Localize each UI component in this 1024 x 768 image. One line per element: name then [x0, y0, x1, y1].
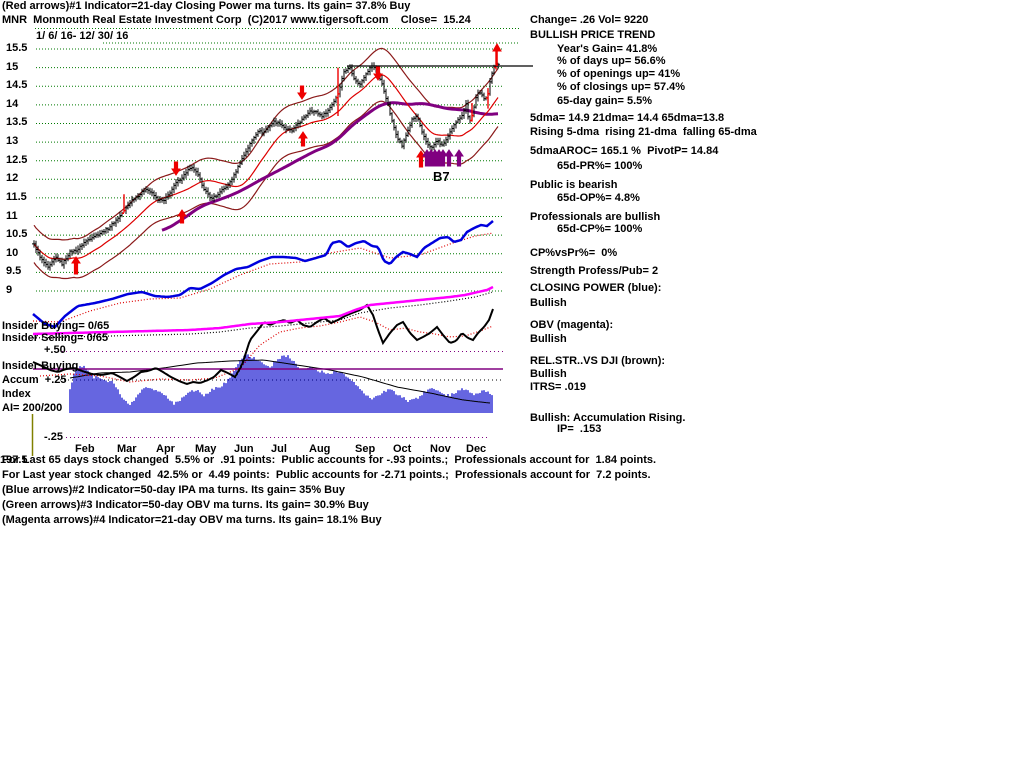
- left-pane-label: AI= 200/200: [2, 402, 63, 414]
- price-axis-label: 9: [6, 283, 13, 296]
- right-panel-line: 65d-PR%= 100%: [557, 160, 643, 172]
- left-pane-label: -.25: [44, 431, 63, 443]
- left-pane-label: Insider Buying: [2, 360, 79, 372]
- right-panel-line: Rising 5-dma rising 21-dma falling 65-dm…: [530, 126, 757, 138]
- price-axis-label: 12.5: [6, 153, 28, 166]
- right-panel-line: ITRS= .019: [530, 381, 586, 393]
- right-panel-line: 65-day gain= 5.5%: [557, 95, 653, 107]
- right-panel-line: 5dmaAROC= 165.1 % PivotP= 14.84: [530, 145, 719, 157]
- price-axis-label: 13: [6, 135, 19, 148]
- b7-signal-label: B7: [433, 169, 450, 184]
- price-axis-label: 15: [6, 60, 19, 73]
- price-axis-label: 10.5: [6, 228, 28, 241]
- month-label: Jun: [234, 443, 254, 455]
- price-axis-label: 11: [6, 209, 18, 222]
- left-pane-label: Accum +.25: [2, 374, 67, 386]
- chart-title: MNR Monmouth Real Estate Investment Corp…: [2, 14, 471, 26]
- right-panel-line: 5dma= 14.9 21dma= 14.4 65dma=13.8: [530, 112, 725, 124]
- right-panel-line: % of closings up= 57.4%: [557, 81, 686, 93]
- right-panel-line: CP%vsPr%= 0%: [530, 247, 618, 259]
- right-panel-line: % of openings up= 41%: [557, 68, 681, 80]
- left-pane-label: +.50: [44, 344, 66, 356]
- right-panel-line: CLOSING POWER (blue):: [530, 282, 662, 294]
- price-axis-label: 15.5: [6, 42, 28, 54]
- month-label: Dec: [466, 443, 487, 455]
- month-label: Apr: [156, 443, 175, 455]
- right-panel-line: Bullish: Accumulation Rising.: [530, 412, 686, 424]
- right-panel-line: BULLISH PRICE TREND: [530, 29, 656, 41]
- footer-line: For Last year stock changed 42.5% or 4.4…: [2, 469, 651, 481]
- right-panel-line: Change= .26 Vol= 9220: [530, 14, 649, 26]
- month-label: Oct: [393, 443, 412, 455]
- price-axis-label: 14.5: [6, 79, 28, 92]
- right-panel-line: Strength Profess/Pub= 2: [530, 265, 659, 277]
- footer-line: (Magenta arrows)#4 Indicator=21-day OBV …: [2, 514, 382, 526]
- month-label: Aug: [309, 443, 331, 455]
- price-axis-label: 11.5: [6, 190, 27, 203]
- right-panel-line: 65d-OP%= 4.8%: [557, 192, 640, 204]
- right-panel-line: Bullish: [530, 368, 567, 380]
- price-axis-label: 13.5: [6, 116, 28, 129]
- right-panel-line: Professionals are bullish: [530, 211, 661, 223]
- right-panel-line: Public is bearish: [530, 179, 618, 191]
- month-label: May: [195, 443, 217, 455]
- right-panel-line: IP= .153: [557, 423, 602, 435]
- right-panel-line: Bullish: [530, 333, 567, 345]
- month-label: Sep: [355, 443, 376, 455]
- month-label: Nov: [430, 443, 451, 455]
- right-panel-line: % of days up= 56.6%: [557, 55, 666, 67]
- right-panel-line: 65d-CP%= 100%: [557, 223, 643, 235]
- price-axis-label: 14: [6, 97, 19, 110]
- right-panel-line: Year's Gain= 41.8%: [557, 43, 658, 55]
- price-axis-label: 10: [6, 246, 19, 259]
- left-pane-label: Insider Selling= 0/65: [2, 332, 109, 344]
- overlay-scale-value: 197.5: [0, 454, 28, 466]
- footer-line: (Blue arrows)#2 Indicator=50-day IPA ma …: [2, 484, 345, 496]
- month-label: Jul: [271, 443, 287, 455]
- right-panel-line: REL.STR..VS DJI (brown):: [530, 355, 666, 367]
- right-panel-line: OBV (magenta):: [530, 319, 614, 331]
- right-panel-line: Bullish: [530, 297, 567, 309]
- footer-line: (Green arrows)#3 Indicator=50-day OBV ma…: [2, 499, 369, 511]
- left-pane-label: Index: [2, 388, 31, 400]
- indicator-legend-line: (Red arrows)#1 Indicator=21-day Closing …: [2, 0, 411, 12]
- left-pane-label: Insider Buying= 0/65: [2, 320, 110, 332]
- month-label: Feb: [75, 443, 95, 455]
- footer-line: For Last 65 days stock changed 5.5% or .…: [2, 454, 657, 466]
- price-axis-label: 9.5: [6, 265, 22, 278]
- price-axis-label: 12: [6, 172, 19, 185]
- date-range-label: 1/ 6/ 16- 12/ 30/ 16: [36, 30, 129, 42]
- chart-canvas[interactable]: [0, 0, 1024, 560]
- month-label: Mar: [117, 443, 137, 455]
